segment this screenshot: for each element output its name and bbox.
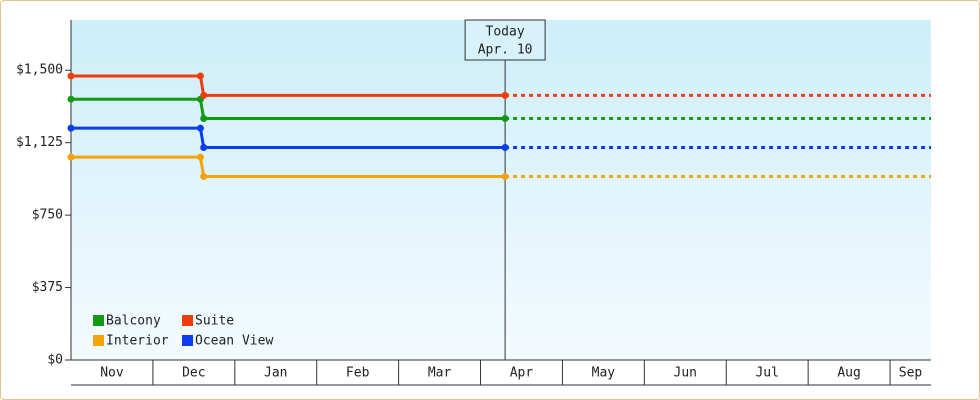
series-line	[71, 97, 506, 121]
today-date: Apr. 10	[478, 43, 533, 58]
series-line	[71, 126, 506, 149]
x-tick-label: Jan	[264, 366, 287, 381]
point	[67, 72, 75, 80]
point	[501, 172, 509, 180]
point	[200, 91, 208, 99]
point	[200, 172, 208, 180]
legend-label: Suite	[195, 314, 234, 329]
x-tick-label: Nov	[100, 366, 124, 381]
point	[200, 144, 208, 151]
point	[67, 153, 75, 161]
x-tick-label: Dec	[182, 366, 205, 381]
y-tick-label: $0	[47, 353, 63, 368]
x-tick-label: Sep	[899, 366, 923, 381]
point	[501, 91, 509, 99]
point	[67, 124, 75, 132]
y-tick-label: $750	[32, 208, 63, 223]
y-tick-label: $375	[32, 280, 63, 295]
x-tick-label: Feb	[346, 366, 370, 381]
legend-label: Balcony	[106, 314, 161, 329]
y-tick-label: $1,500	[16, 63, 63, 78]
today-title: Today	[486, 25, 525, 40]
point	[200, 115, 208, 123]
x-tick-label: Apr	[510, 366, 534, 381]
series-line	[71, 155, 506, 178]
x-tick-label: May	[592, 366, 616, 381]
y-tick-label: $1,125	[16, 135, 63, 150]
legend-swatch	[93, 335, 104, 346]
legend-swatch	[182, 315, 193, 326]
legend-label: Ocean View	[195, 334, 273, 349]
point	[501, 144, 509, 151]
point	[196, 72, 204, 80]
point	[196, 124, 204, 132]
legend-swatch	[93, 315, 104, 326]
x-tick-label: Mar	[428, 366, 452, 381]
point	[196, 153, 204, 161]
x-tick-label: Jul	[755, 366, 778, 381]
legend-swatch	[182, 335, 193, 346]
legend-label: Interior	[106, 334, 169, 349]
x-tick-label: Jun	[674, 366, 697, 381]
today-box	[464, 19, 546, 61]
series-line	[71, 74, 506, 97]
point	[501, 115, 509, 123]
point	[67, 95, 75, 103]
x-tick-label: Aug	[837, 366, 860, 381]
plot-area	[71, 20, 931, 360]
